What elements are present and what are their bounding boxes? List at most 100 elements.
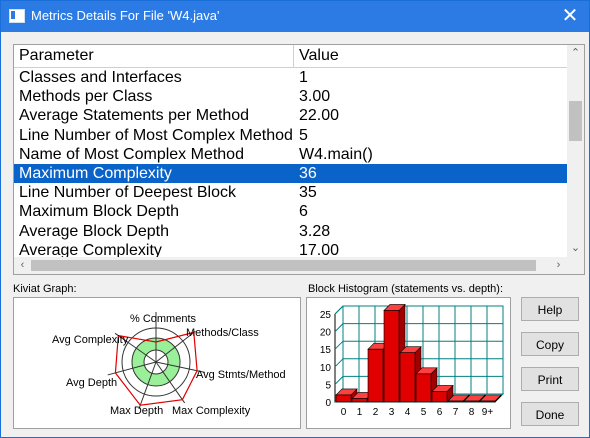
histogram-bar	[335, 394, 352, 403]
metrics-table: Parameter Value Classes and Interfaces 1 M…	[13, 44, 585, 275]
row-parameter: Methods per Class	[19, 88, 153, 106]
row-value: 22.00	[299, 107, 340, 125]
row-parameter: Line Number of Most Complex Method	[19, 126, 293, 144]
scroll-up-icon[interactable]: ⌃	[570, 47, 581, 59]
row-value: 35	[299, 184, 317, 202]
histogram-x-tick: 6	[437, 407, 443, 418]
table-header: Parameter Value	[14, 45, 567, 68]
row-value: 17.00	[299, 241, 340, 259]
kiviat-axis	[155, 361, 186, 404]
histogram-bar	[415, 373, 432, 403]
header-value[interactable]: Value	[299, 47, 339, 64]
table-row[interactable]: Line Number of Most Complex Method 5	[14, 126, 567, 145]
scroll-down-icon[interactable]: ⌄	[570, 242, 581, 254]
window-icon	[9, 9, 25, 23]
kiviat-axis-label: Avg Depth	[66, 377, 117, 389]
table-row[interactable]: Average Statements per Method 22.00	[14, 106, 567, 125]
histogram-x-tick: 0	[341, 407, 347, 418]
horizontal-scroll-thumb[interactable]	[31, 260, 536, 271]
histogram-y-tick: 0	[325, 398, 331, 409]
row-parameter: Classes and Interfaces	[19, 69, 182, 86]
kiviat-axis-label: Methods/Class	[186, 327, 259, 339]
histogram-bar	[479, 400, 496, 403]
histogram-x-tick: 2	[373, 407, 379, 418]
table-row[interactable]: Line Number of Deepest Block 35	[14, 183, 567, 202]
kiviat-label: Kiviat Graph:	[13, 283, 77, 295]
kiviat-axis-label: Avg Complexity	[52, 334, 129, 346]
table-row[interactable]: Maximum Block Depth 6	[14, 202, 567, 221]
histogram-y-tick: 15	[320, 345, 332, 356]
histogram-grid-diag	[334, 358, 344, 368]
row-parameter: Line Number of Deepest Block	[19, 184, 236, 202]
print-button[interactable]: Print	[521, 367, 579, 391]
histogram-y-tick: 25	[320, 310, 332, 321]
table-row[interactable]: Classes and Interfaces 1	[14, 68, 567, 87]
row-value: W4.main()	[299, 145, 373, 163]
histogram-y-tick: 10	[320, 363, 332, 374]
kiviat-polygon	[114, 331, 198, 406]
histogram-x-tick: 4	[405, 407, 411, 418]
histogram-y-tick: 5	[325, 380, 331, 391]
window-title: Metrics Details For File 'W4.java'	[31, 8, 220, 23]
row-value: 3.00	[299, 88, 331, 106]
close-button[interactable]: ✕	[561, 5, 579, 27]
horizontal-scrollbar[interactable]: ‹ ›	[14, 257, 584, 274]
row-value: 6	[299, 203, 308, 221]
histogram-bar	[463, 400, 480, 403]
table-row[interactable]: Name of Most Complex Method W4.main()	[14, 145, 567, 164]
histogram-y-tick: 20	[320, 328, 332, 339]
histogram-x-tick: 8	[469, 407, 475, 418]
kiviat-axis	[155, 330, 196, 363]
histogram-x-tick: 1	[357, 407, 363, 418]
table-row[interactable]: Average Complexity 17.00	[14, 241, 567, 260]
row-parameter: Average Statements per Method	[19, 107, 250, 125]
row-value: 1	[299, 69, 308, 86]
table-row[interactable]: Maximum Complexity 36	[14, 163, 567, 184]
histogram-grid-diag	[334, 323, 344, 332]
table-row[interactable]: Average Block Depth 3.28	[14, 222, 567, 241]
histogram-x-tick: 3	[389, 407, 395, 418]
kiviat-graph: % Comments Methods/Class Avg Stmts/Method M…	[13, 297, 301, 429]
histogram-grid-diag	[334, 305, 344, 315]
row-value: 5	[299, 126, 308, 144]
vertical-scrollbar[interactable]: ⌃ ⌄	[567, 45, 584, 257]
title-bar: Metrics Details For File 'W4.java' ✕	[1, 1, 589, 32]
row-parameter: Maximum Complexity	[19, 164, 172, 182]
histogram-label: Block Histogram (statements vs. depth):	[308, 283, 504, 295]
header-parameter[interactable]: Parameter	[14, 45, 294, 67]
kiviat-axis-label: Max Complexity	[172, 405, 251, 417]
block-histogram: 0 5 10 15 20 25 0 1 2 3 4 5 6 7 8 9+	[306, 297, 511, 429]
histogram-grid-diag	[334, 340, 344, 350]
histogram-x-tick: 5	[421, 407, 427, 418]
kiviat-axis	[138, 361, 157, 410]
copy-button[interactable]: Copy	[521, 332, 579, 356]
row-parameter: Maximum Block Depth	[19, 203, 180, 221]
vertical-scroll-thumb[interactable]	[569, 101, 582, 141]
histogram-bar	[383, 310, 400, 403]
scroll-right-icon[interactable]: ›	[556, 259, 561, 271]
table-rows: Classes and Interfaces 1 Methods per Class…	[14, 68, 567, 260]
row-value: 3.28	[299, 222, 331, 240]
histogram-x-tick: 9+	[482, 407, 494, 418]
kiviat-axis-label: % Comments	[130, 313, 197, 325]
kiviat-axis	[114, 332, 157, 363]
histogram-bar	[431, 391, 448, 403]
row-parameter: Name of Most Complex Method	[19, 145, 244, 163]
row-parameter: Average Block Depth	[19, 222, 170, 240]
table-row[interactable]: Methods per Class 3.00	[14, 87, 567, 106]
row-value: 36	[299, 164, 317, 182]
kiviat-axis-label: Max Depth	[110, 405, 163, 417]
histogram-grid-diag	[334, 376, 344, 385]
row-parameter: Average Complexity	[19, 241, 162, 259]
kiviat-svg: % Comments Methods/Class Avg Stmts/Method M…	[52, 312, 286, 417]
histogram-bar	[367, 348, 384, 403]
histogram-x-tick: 7	[453, 407, 459, 418]
histogram-bar	[351, 398, 368, 403]
kiviat-axis-label: Avg Stmts/Method	[196, 369, 286, 381]
help-button[interactable]: Help	[521, 297, 579, 321]
histogram-bar	[447, 400, 464, 403]
scroll-left-icon[interactable]: ‹	[20, 259, 25, 271]
histogram-bar	[399, 352, 416, 403]
done-button[interactable]: Done	[521, 402, 579, 426]
